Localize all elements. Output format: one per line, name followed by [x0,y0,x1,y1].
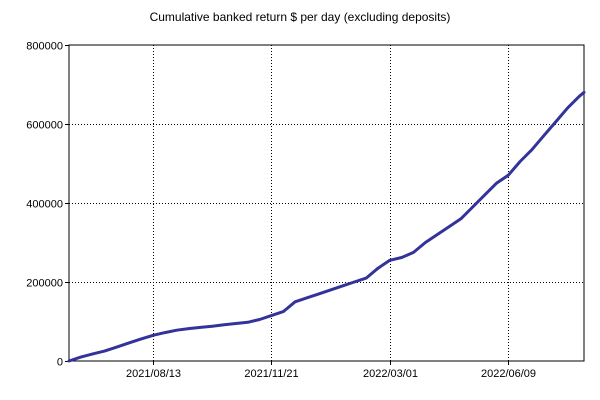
grid-lines [69,45,584,361]
y-tick-label: 400000 [26,199,63,211]
data-point [507,174,510,177]
data-point [175,329,178,332]
x-tick-label: 2021/11/21 [244,368,298,380]
data-point [341,284,344,288]
chart-title: Cumulative banked return $ per day (excl… [149,10,451,24]
y-tick-label: 200000 [26,278,63,290]
data-point [67,359,71,363]
data-point [353,280,356,284]
data-point [447,225,451,228]
data-point [305,296,309,299]
data-point [282,310,285,313]
data-point [258,318,261,321]
data-point [518,160,522,163]
data-point [79,355,83,359]
data-point [566,107,569,110]
y-tick-label: 800000 [26,41,63,53]
data-point [471,205,474,209]
data-point [293,300,297,303]
data-point [582,91,586,94]
data-point [127,342,130,345]
data-point [424,241,427,244]
data-point [317,292,320,296]
data-point [365,276,368,280]
x-tick-label: 2021/08/13 [126,368,181,380]
data-point [542,134,545,137]
data-point [495,182,498,185]
data-point [270,314,273,317]
data-point [530,148,534,151]
data-point [578,95,581,98]
y-tick-label: 0 [57,357,63,369]
data-point [115,346,118,349]
data-point [388,259,391,262]
axis-ticks: 0 200000 400000 600000 800000 2021/08/13 2021/… [26,41,536,381]
data-point [234,322,238,325]
data-point [138,338,142,341]
data-point [436,233,439,236]
data-point [199,326,202,329]
data-point [222,323,226,326]
x-tick-label: 2022/06/09 [481,368,536,380]
series-layer [67,90,586,363]
data-point [91,352,94,356]
data-point [329,288,332,292]
data-point [163,331,167,334]
data-point [187,327,190,330]
x-tick-label: 2022/03/01 [363,368,418,380]
data-point [103,349,106,353]
data-point [211,325,214,328]
data-point [412,251,415,254]
data-point [554,120,557,124]
data-point [151,334,155,337]
data-point [400,256,403,259]
plot-frame [68,44,585,362]
data-point [459,217,463,220]
y-tick-label: 600000 [26,120,63,132]
data-point [483,193,486,197]
data-point [246,321,249,324]
data-point [376,267,380,270]
